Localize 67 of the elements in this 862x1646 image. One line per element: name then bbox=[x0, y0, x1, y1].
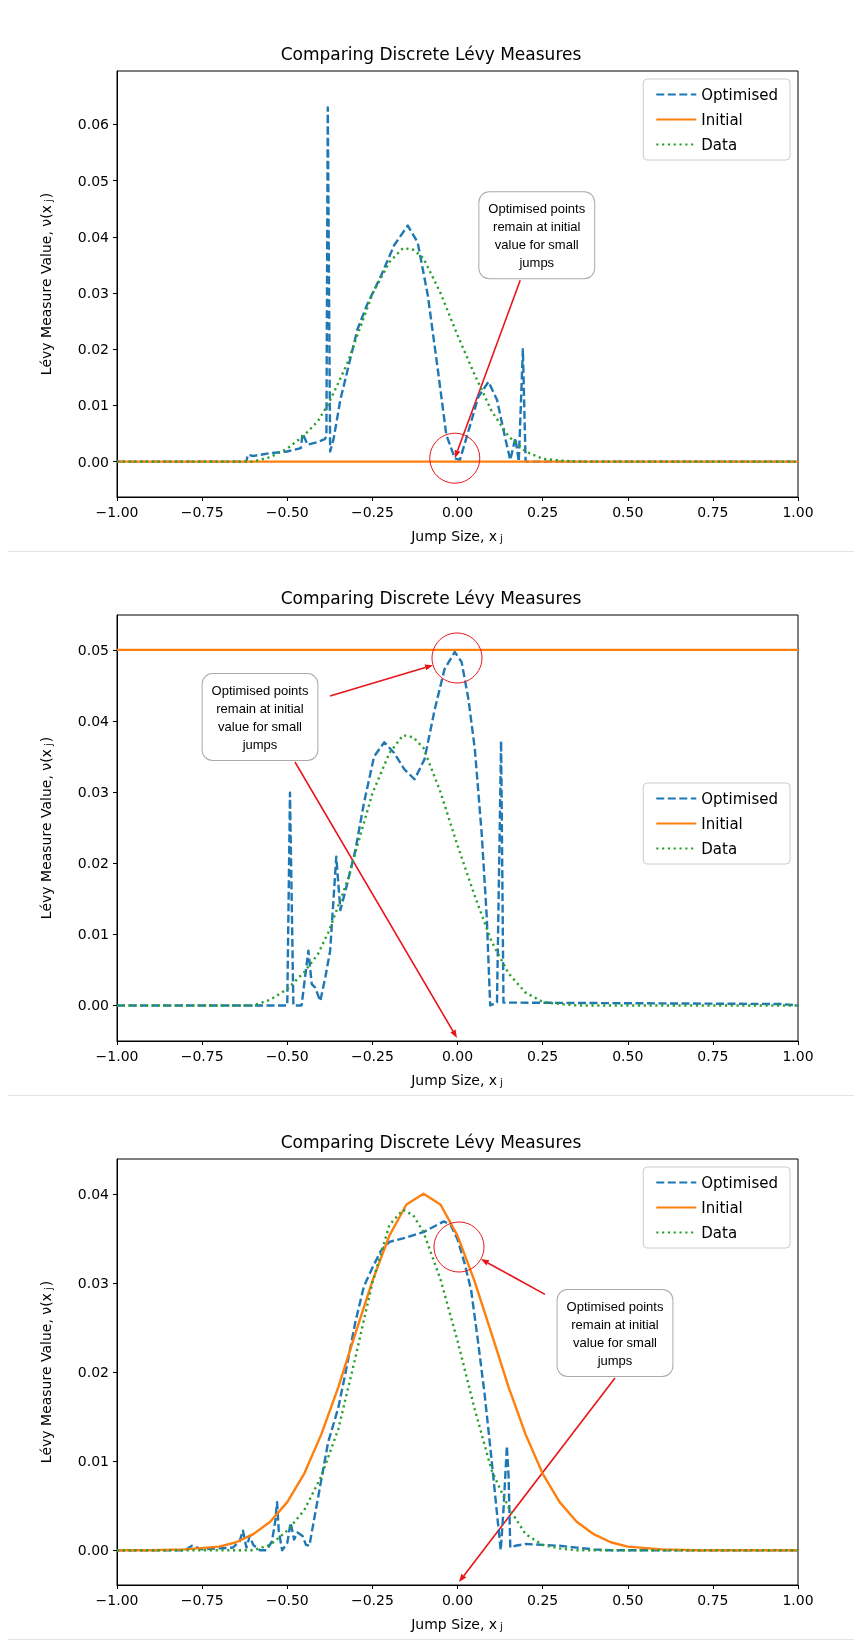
x-tick-label: 0.75 bbox=[697, 504, 729, 520]
x-tick-label: −0.75 bbox=[180, 1592, 224, 1608]
chart-title: Comparing Discrete Lévy Measures bbox=[280, 587, 582, 608]
x-tick-label: 0.50 bbox=[612, 504, 644, 520]
x-axis-title: Jump Size, xj bbox=[410, 528, 503, 544]
y-tick-label: 0.04 bbox=[77, 228, 110, 245]
y-tick-label: 0.00 bbox=[77, 453, 109, 470]
x-tick-label: −0.50 bbox=[265, 1592, 309, 1608]
x-tick-label: −0.25 bbox=[350, 1048, 394, 1064]
x-tick-label: 1.00 bbox=[782, 1592, 814, 1608]
x-tick-label: −1.00 bbox=[95, 1048, 139, 1064]
annotation: Optimised points remain at initial value for small jumps bbox=[488, 200, 586, 270]
annotation: Optimised points remain at initial value for small jumps bbox=[211, 682, 309, 752]
x-axis-title: Jump Size, xj bbox=[410, 1616, 503, 1632]
x-tick-label: −0.50 bbox=[265, 1048, 309, 1064]
y-tick-label: 0.06 bbox=[77, 116, 110, 133]
y-tick-label: 0.05 bbox=[77, 641, 109, 658]
y-axis-title: Lévy Measure Value, ν(xj) bbox=[38, 736, 54, 920]
legend-label: Optimised bbox=[701, 1173, 779, 1192]
y-tick-label: 0.04 bbox=[77, 712, 110, 729]
y-tick-label: 0.03 bbox=[77, 784, 109, 801]
x-tick-label: 0.25 bbox=[527, 1592, 559, 1608]
legend-label: Optimised bbox=[701, 789, 779, 808]
x-axis-title: Jump Size, xj bbox=[410, 1072, 503, 1088]
y-tick-label: 0.03 bbox=[77, 1274, 109, 1291]
line-series bbox=[115, 733, 800, 1007]
x-tick-label: 1.00 bbox=[782, 504, 814, 520]
x-tick-label: 0.50 bbox=[612, 1048, 644, 1064]
y-axis-title: Lévy Measure Value, ν(xj) bbox=[38, 192, 54, 376]
x-tick-label: −1.00 bbox=[95, 504, 139, 520]
x-tick-label: −0.25 bbox=[350, 1592, 394, 1608]
y-tick-label: 0.01 bbox=[77, 926, 109, 943]
x-tick-label: −0.25 bbox=[350, 504, 394, 520]
x-tick-label: 1.00 bbox=[782, 1048, 814, 1064]
legend-label: Initial bbox=[701, 814, 743, 833]
x-tick-label: 0.75 bbox=[697, 1048, 729, 1064]
legend-label: Optimised bbox=[701, 85, 779, 104]
chart-title: Comparing Discrete Lévy Measures bbox=[280, 1131, 582, 1152]
x-tick-label: 0.25 bbox=[527, 1048, 559, 1064]
legend-label: Initial bbox=[701, 110, 743, 129]
y-axis-title: Lévy Measure Value, ν(xj) bbox=[38, 1280, 54, 1464]
x-tick-label: 0.00 bbox=[441, 1048, 474, 1064]
x-tick-label: 0.75 bbox=[697, 1592, 729, 1608]
y-tick-label: 0.01 bbox=[77, 1453, 109, 1470]
y-tick-label: 0.02 bbox=[77, 341, 109, 358]
legend-label: Data bbox=[701, 839, 738, 858]
y-tick-label: 0.01 bbox=[77, 397, 109, 414]
y-tick-label: 0.00 bbox=[77, 997, 109, 1014]
x-tick-label: 0.25 bbox=[527, 504, 559, 520]
x-tick-label: 0.00 bbox=[441, 1592, 474, 1608]
x-tick-label: −0.75 bbox=[180, 504, 224, 520]
legend-label: Initial bbox=[701, 1198, 743, 1217]
legend-label: Data bbox=[701, 1223, 738, 1242]
legend-label: Data bbox=[701, 135, 738, 154]
y-tick-label: 0.02 bbox=[77, 855, 109, 872]
x-tick-label: 0.00 bbox=[441, 504, 474, 520]
x-tick-label: −0.50 bbox=[265, 504, 309, 520]
y-tick-label: 0.05 bbox=[77, 172, 109, 189]
chart-title: Comparing Discrete Lévy Measures bbox=[280, 43, 582, 64]
x-tick-label: −1.00 bbox=[95, 1592, 139, 1608]
y-tick-label: 0.00 bbox=[77, 1542, 109, 1559]
x-tick-label: −0.75 bbox=[180, 1048, 224, 1064]
y-tick-label: 0.04 bbox=[77, 1185, 110, 1202]
annotation: Optimised points remain at initial value for small jumps bbox=[566, 1298, 664, 1368]
y-tick-label: 0.02 bbox=[77, 1364, 109, 1380]
x-tick-label: 0.50 bbox=[612, 1592, 644, 1608]
y-tick-label: 0.03 bbox=[77, 284, 109, 301]
